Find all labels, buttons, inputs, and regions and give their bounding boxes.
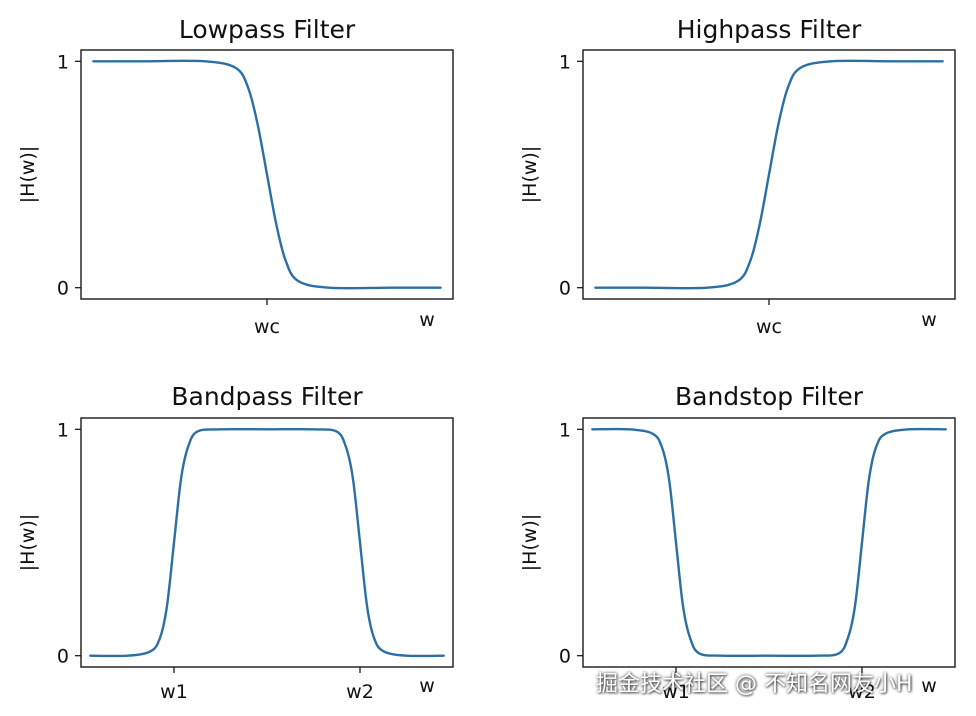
bandpass-xtick-label-w1: w1 <box>160 681 188 703</box>
bandstop-xtick-label-w2: w2 <box>848 681 876 703</box>
watermark: 掘金技术社区 @ 不知名网友小H <box>596 672 913 697</box>
highpass-ytick-label-1: 1 <box>559 51 571 73</box>
bandstop-ylabel: |H(w)| <box>519 514 541 571</box>
bandstop-ytick-label-0: 0 <box>559 646 571 668</box>
lowpass-ytick-label-1: 1 <box>57 51 69 73</box>
bandpass-xlabel: w <box>419 675 435 697</box>
bandpass-title: Bandpass Filter <box>171 382 363 411</box>
lowpass-ytick-label-0: 0 <box>57 278 69 300</box>
bandpass-panel: Bandpass Filter 0 1 w1 w2 |H(w)| w <box>17 382 454 703</box>
lowpass-response-line <box>92 59 442 290</box>
bandstop-axes-frame <box>582 417 956 668</box>
highpass-ylabel: |H(w)| <box>519 146 541 203</box>
bandstop-ytick-label-1: 1 <box>559 419 571 441</box>
highpass-xtick-label-wc: wc <box>756 316 782 338</box>
bandpass-ytick-label-0: 0 <box>57 646 69 668</box>
bandstop-panel: Bandstop Filter 0 1 w1 w2 |H(w)| w <box>519 382 956 703</box>
highpass-response-line <box>594 59 944 290</box>
lowpass-title: Lowpass Filter <box>179 15 356 44</box>
bandpass-ylabel: |H(w)| <box>17 514 39 571</box>
bandstop-xlabel: w <box>921 675 937 697</box>
bandpass-axes-frame <box>80 417 454 668</box>
highpass-xlabel: w <box>921 309 937 331</box>
bandstop-title: Bandstop Filter <box>675 382 864 411</box>
highpass-panel: Highpass Filter 0 1 wc |H(w)| w <box>519 15 956 338</box>
bandpass-ytick-label-1: 1 <box>57 419 69 441</box>
bandpass-xtick-label-w2: w2 <box>346 681 374 703</box>
bandstop-xtick-label-w1: w1 <box>662 681 690 703</box>
lowpass-ylabel: |H(w)| <box>17 146 39 203</box>
bandstop-response-line <box>591 427 947 658</box>
lowpass-xtick-label-wc: wc <box>254 316 280 338</box>
lowpass-xlabel: w <box>419 309 435 331</box>
lowpass-panel: Lowpass Filter 0 1 wc |H(w)| w <box>17 15 454 338</box>
highpass-ytick-label-0: 0 <box>559 278 571 300</box>
bandpass-response-line <box>89 427 445 658</box>
highpass-title: Highpass Filter <box>677 15 862 44</box>
